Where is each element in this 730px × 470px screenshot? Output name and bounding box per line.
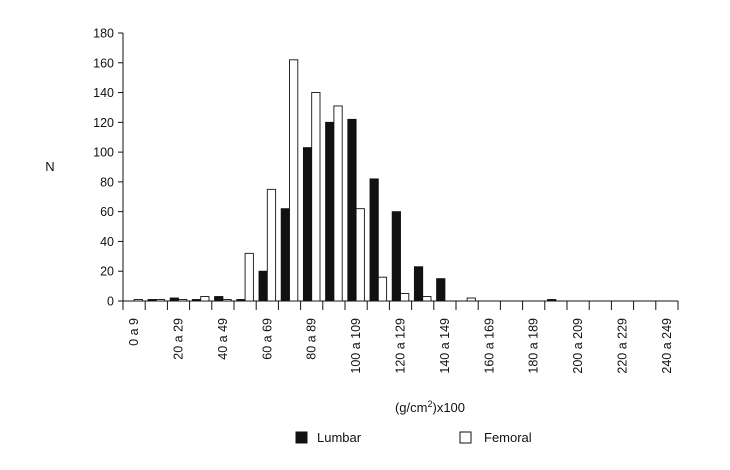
bar-lumbar xyxy=(280,208,290,302)
x-tick-label: 220 a 229 xyxy=(616,318,630,374)
x-tick-label: 120 a 129 xyxy=(394,318,408,374)
bar-femoral xyxy=(377,276,388,302)
y-tick-label: 140 xyxy=(93,86,114,100)
bar-femoral xyxy=(266,188,277,302)
y-tick-label: 20 xyxy=(100,265,114,279)
bar-femoral xyxy=(222,299,232,302)
bar-lumbar xyxy=(191,299,202,302)
bar-lumbar xyxy=(391,211,401,302)
y-axis-title: N xyxy=(45,159,54,174)
x-tick-label: 0 a 9 xyxy=(127,318,141,346)
x-tick-label: 60 a 69 xyxy=(260,318,274,360)
legend-swatch-lumbar xyxy=(295,431,308,444)
x-tick-label: 160 a 169 xyxy=(482,318,496,374)
bar-lumbar xyxy=(169,297,179,302)
y-tick-label: 160 xyxy=(93,56,114,70)
bar-femoral xyxy=(178,299,188,302)
bar-femoral xyxy=(155,299,166,302)
bar-femoral xyxy=(422,296,432,302)
bar-lumbar xyxy=(413,266,424,302)
x-axis-title-unit: (g/cm xyxy=(395,400,428,415)
x-tick-label: 40 a 49 xyxy=(216,318,230,360)
bars xyxy=(133,59,557,302)
bar-femoral xyxy=(400,293,410,302)
y-tick-label: 180 xyxy=(93,27,114,41)
x-axis-title-factor: )x100 xyxy=(432,400,465,415)
legend-label-lumbar: Lumbar xyxy=(317,430,362,445)
bar-lumbar xyxy=(547,299,557,302)
bar-lumbar xyxy=(236,299,246,302)
x-tick-label: 240 a 249 xyxy=(660,318,674,374)
bar-lumbar xyxy=(302,147,313,302)
x-tick-label: 200 a 209 xyxy=(571,318,585,374)
y-tick-label: 0 xyxy=(107,295,114,309)
y-axis: 0 20 40 60 80 100 120 140 160 180 xyxy=(93,27,124,309)
bar-femoral xyxy=(244,252,254,302)
bar-femoral xyxy=(133,299,143,302)
legend-swatch-femoral xyxy=(459,431,472,444)
x-tick-label: 180 a 189 xyxy=(527,318,541,374)
x-tick-label: 80 a 89 xyxy=(305,318,319,360)
bar-femoral xyxy=(466,297,476,302)
y-tick-label: 120 xyxy=(93,116,114,130)
bar-femoral xyxy=(333,105,343,302)
bar-lumbar xyxy=(214,296,224,302)
x-tick-label: 100 a 109 xyxy=(349,318,363,374)
bar-femoral xyxy=(200,296,210,302)
bar-femoral xyxy=(355,208,365,302)
bar-lumbar xyxy=(347,118,357,302)
y-tick-label: 100 xyxy=(93,146,114,160)
bar-lumbar xyxy=(369,178,379,302)
x-axis-title: (g/cm2)x100 xyxy=(395,399,465,415)
bar-femoral xyxy=(289,59,299,302)
bar-lumbar xyxy=(258,270,268,302)
x-axis-title-superscript: 2 xyxy=(427,399,432,409)
bar-lumbar xyxy=(147,299,157,302)
x-tick-label: 140 a 149 xyxy=(438,318,452,374)
bar-lumbar xyxy=(325,121,335,302)
y-tick-label: 80 xyxy=(100,175,114,189)
legend: Lumbar Femoral xyxy=(295,430,532,445)
y-tick-label: 60 xyxy=(100,205,114,219)
x-tick-label: 20 a 29 xyxy=(172,318,186,360)
bar-lumbar xyxy=(436,278,446,302)
x-axis: 0 a 9 20 a 29 40 a 49 60 a 69 80 a 89 100 a 1… xyxy=(122,300,679,374)
y-tick-label: 40 xyxy=(100,235,114,249)
legend-label-femoral: Femoral xyxy=(484,430,532,445)
bar-femoral xyxy=(311,92,321,302)
